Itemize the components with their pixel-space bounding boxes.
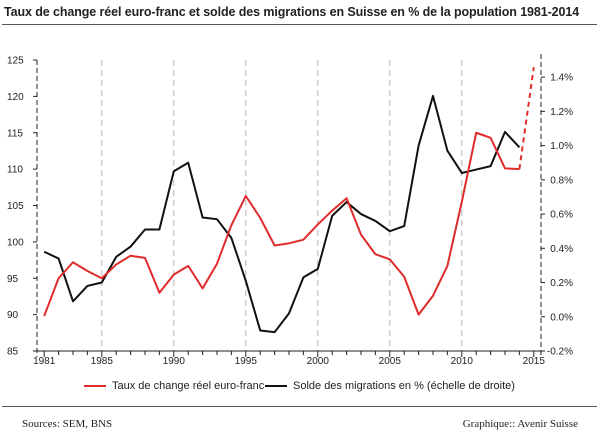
- series-projection-exchange-rate: [518, 67, 535, 170]
- y-left-tick-label-120: 120: [7, 92, 24, 103]
- legend-swatch-migration: [265, 385, 287, 388]
- x-tick-label-1981: 1981: [33, 356, 56, 367]
- y-right-tick-label-0.6%: 0.6%: [550, 210, 573, 221]
- series-line-exchange-rate: [43, 131, 520, 317]
- y-left-tick-label-85: 85: [7, 347, 19, 358]
- y-left-tick-label-125: 125: [7, 56, 24, 67]
- legend-item-migration: Solde des migrations en % (échelle de dr…: [265, 380, 515, 392]
- x-tick-label-1985: 1985: [91, 356, 114, 367]
- source-note: Sources: SEM, BNS: [22, 418, 113, 430]
- series-line-migration: [43, 94, 521, 334]
- y-right-tick-label-0.8%: 0.8%: [550, 175, 573, 186]
- y-left-tick-label-90: 90: [7, 310, 19, 321]
- x-tick-label-1990: 1990: [163, 356, 186, 367]
- x-tick-label-2010: 2010: [451, 356, 474, 367]
- y-left-tick-label-100: 100: [7, 237, 24, 248]
- chart-title: Taux de change réel euro-franc et solde …: [4, 5, 580, 19]
- y-right-tick-label-0.0%: 0.0%: [550, 312, 573, 323]
- legend-label-exchange-rate: Taux de change réel euro-franc: [112, 380, 265, 392]
- legend-swatch-exchange-rate: [84, 385, 106, 388]
- title-rule: [2, 24, 597, 25]
- x-tick-label-1995: 1995: [235, 356, 258, 367]
- x-tick-label-2005: 2005: [379, 356, 402, 367]
- x-tick-label-2000: 2000: [307, 356, 330, 367]
- y-right-tick-label--0.2%: -0.2%: [547, 347, 573, 358]
- x-tick-label-2015: 2015: [523, 356, 546, 367]
- y-left-tick-label-95: 95: [7, 274, 19, 285]
- chart-svg: 85 90 95 100 105 110 115 120 125 -0.2% 0.0% 0.2% 0.4…: [7, 54, 573, 367]
- chart-legend: Taux de change réel euro-franc Solde des…: [0, 380, 600, 396]
- y-left-tick-label-115: 115: [7, 128, 23, 139]
- y-right-tick-label-1.0%: 1.0%: [550, 141, 573, 152]
- legend-label-migration: Solde des migrations en % (échelle de dr…: [293, 380, 515, 392]
- y-right-tick-label-1.2%: 1.2%: [550, 107, 573, 118]
- y-right-tick-label-0.4%: 0.4%: [550, 244, 573, 255]
- y-right-tick-label-0.2%: 0.2%: [550, 278, 573, 289]
- legend-item-exchange-rate: Taux de change réel euro-franc: [84, 380, 264, 392]
- credit-note: Graphique:: Avenir Suisse: [462, 418, 578, 430]
- y-right-tick-label-1.4%: 1.4%: [550, 73, 573, 84]
- y-left-tick-label-110: 110: [7, 165, 23, 176]
- footer-rule: [2, 406, 597, 407]
- y-left-tick-label-105: 105: [7, 201, 24, 212]
